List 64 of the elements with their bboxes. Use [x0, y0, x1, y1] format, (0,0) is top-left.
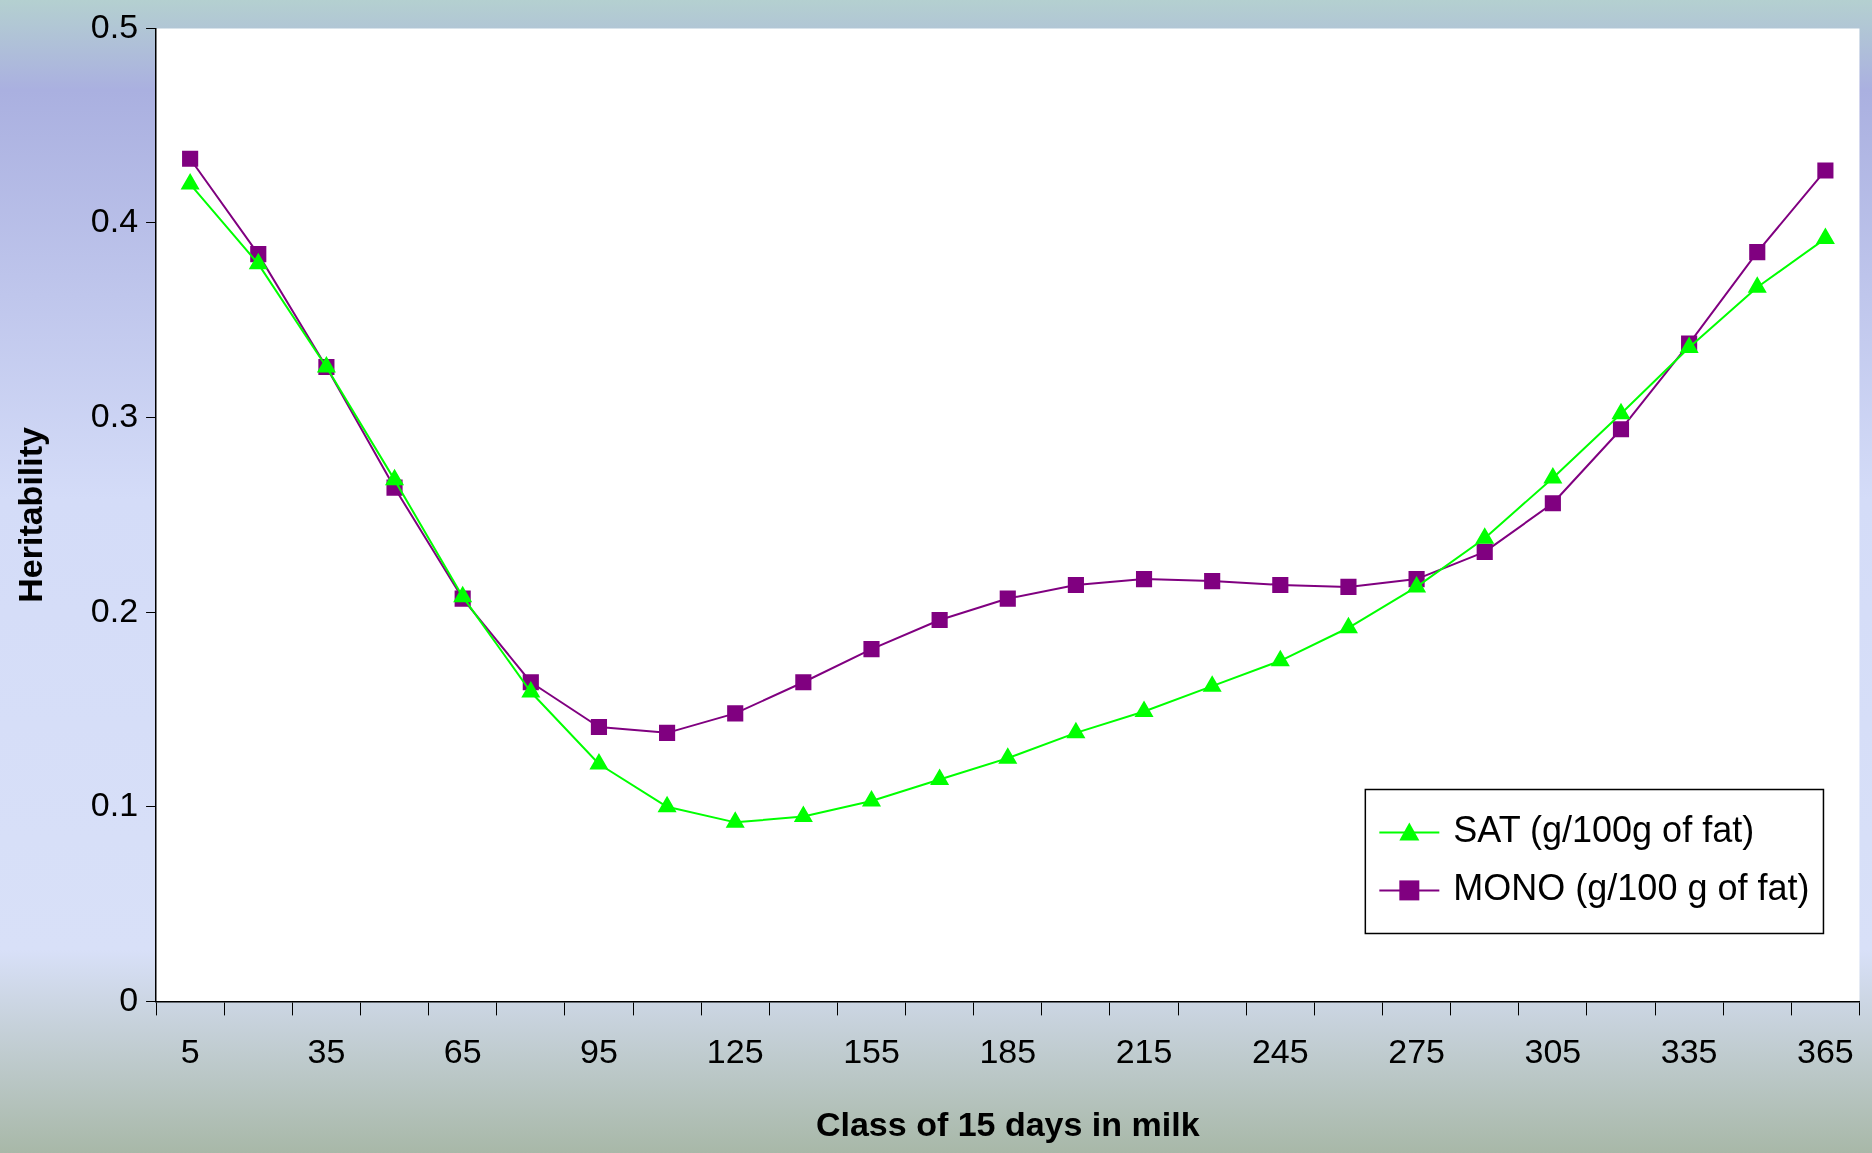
x-tick-label: 335 — [1660, 1032, 1718, 1071]
legend-label: SAT (g/100g of fat) — [1453, 809, 1755, 851]
point — [999, 590, 1016, 607]
y-tick-label: 0.3 — [90, 395, 139, 434]
x-axis-title: Class of 15 days in milk — [815, 1104, 1200, 1143]
point — [1612, 421, 1630, 438]
point — [726, 812, 745, 828]
point — [1340, 578, 1357, 595]
y-axis-title: Heritability — [10, 426, 49, 603]
point — [1612, 403, 1630, 420]
point — [1203, 676, 1221, 692]
point — [930, 769, 949, 786]
point — [1272, 576, 1289, 594]
point — [998, 748, 1017, 764]
point — [522, 681, 540, 698]
point — [1135, 701, 1153, 717]
point — [182, 150, 199, 167]
point — [1339, 617, 1358, 634]
point — [1476, 543, 1493, 560]
x-tick-label: 95 — [580, 1032, 618, 1071]
point — [1407, 576, 1426, 593]
x-tick-label: 155 — [843, 1032, 900, 1071]
y-tick-label: 0.4 — [90, 201, 139, 240]
point — [794, 806, 813, 823]
y-tick-label: 0 — [119, 979, 139, 1018]
x-tick-label: 125 — [706, 1032, 764, 1071]
point — [1067, 722, 1085, 739]
x-tick-label: 305 — [1524, 1032, 1582, 1071]
point — [1817, 162, 1834, 179]
y-tick-label: 0.5 — [90, 6, 139, 45]
legend-label: MONO (g/100 g of fat) — [1453, 867, 1810, 909]
point — [590, 753, 608, 770]
point — [1135, 571, 1153, 588]
point — [249, 253, 268, 270]
point — [1816, 228, 1835, 245]
point — [659, 724, 676, 741]
point — [931, 611, 948, 629]
point — [863, 641, 880, 658]
point — [1475, 528, 1494, 544]
x-tick-label: 185 — [979, 1032, 1037, 1071]
point — [453, 586, 472, 603]
x-tick-label: 5 — [180, 1032, 200, 1071]
point — [1544, 495, 1561, 512]
x-tick-label: 215 — [1115, 1032, 1173, 1071]
x-tick-label: 275 — [1388, 1032, 1445, 1071]
x-tick-label: 245 — [1251, 1032, 1309, 1071]
point — [1544, 467, 1562, 484]
y-tick-label: 0.2 — [90, 590, 139, 629]
point — [727, 705, 744, 722]
x-tick-label: 365 — [1797, 1032, 1854, 1071]
point — [795, 674, 812, 691]
x-tick-label: 35 — [307, 1032, 346, 1071]
point — [1204, 572, 1221, 590]
point — [1748, 277, 1767, 293]
point — [862, 790, 881, 807]
point — [1067, 576, 1084, 594]
y-tick-label: 0.1 — [90, 785, 139, 824]
point — [658, 796, 676, 813]
point — [385, 469, 404, 486]
point — [1271, 650, 1290, 667]
point — [181, 174, 199, 190]
point — [1749, 244, 1766, 261]
x-tick-label: 65 — [443, 1032, 482, 1071]
point — [590, 718, 608, 736]
